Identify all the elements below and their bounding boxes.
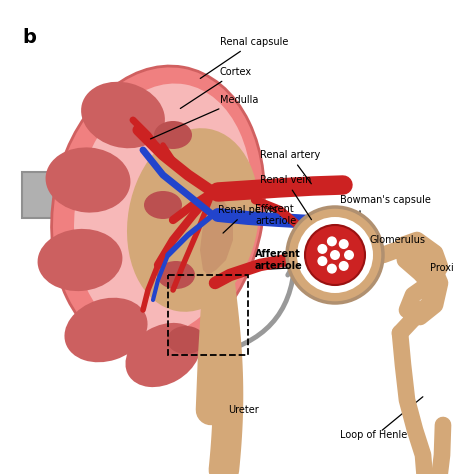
Circle shape [330,250,340,260]
Circle shape [327,237,337,246]
Text: Cortex: Cortex [180,67,252,109]
Polygon shape [22,152,110,238]
Text: Proxi: Proxi [430,263,454,273]
Bar [168,275,248,355]
Circle shape [344,250,354,260]
Text: Ureter: Ureter [228,405,259,415]
Ellipse shape [64,298,147,362]
Circle shape [305,225,365,285]
Text: Efferent
arteriole: Efferent arteriole [255,204,296,226]
Ellipse shape [144,191,182,219]
Circle shape [339,261,349,271]
Ellipse shape [52,66,264,354]
Polygon shape [200,195,233,275]
Ellipse shape [37,229,122,291]
Text: Bowman's capsule: Bowman's capsule [340,195,431,205]
Ellipse shape [81,82,165,148]
Ellipse shape [154,121,192,149]
Ellipse shape [126,323,201,387]
Ellipse shape [127,128,259,312]
Ellipse shape [46,147,130,212]
Circle shape [318,244,328,254]
Text: Afferent
arteriole: Afferent arteriole [255,249,303,271]
Circle shape [297,217,373,293]
Ellipse shape [74,83,252,337]
Text: Medulla: Medulla [151,95,258,139]
Circle shape [339,239,349,249]
Text: b: b [22,28,36,47]
Ellipse shape [167,326,205,354]
Circle shape [327,264,337,273]
Text: Loop of Henle: Loop of Henle [340,430,407,440]
Circle shape [287,207,383,303]
Text: Renal artery: Renal artery [260,150,320,184]
Circle shape [318,256,328,266]
Text: Renal pelvis: Renal pelvis [218,205,277,233]
Ellipse shape [157,261,195,289]
Text: Glomerulus: Glomerulus [370,235,426,245]
Text: Renal capsule: Renal capsule [201,37,288,78]
Text: Renal vein: Renal vein [260,175,311,219]
